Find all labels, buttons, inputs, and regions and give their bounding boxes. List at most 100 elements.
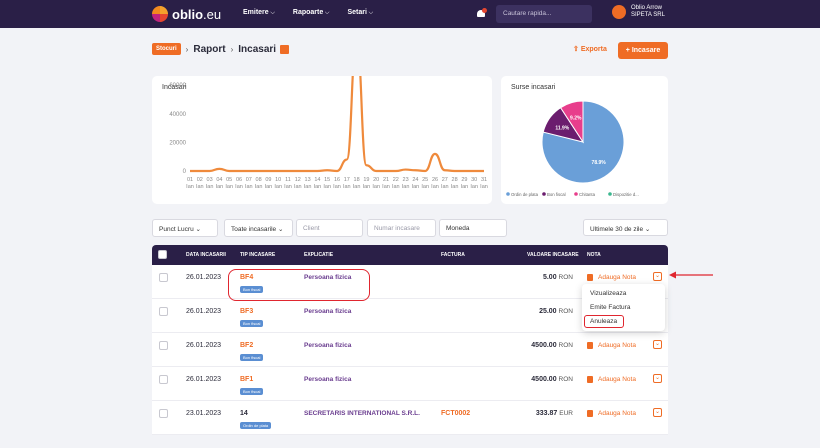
add-incasare-button[interactable]: + Incasare — [618, 42, 668, 59]
row-actions-toggle-icon[interactable]: ⌄ — [653, 340, 662, 349]
add-note-link[interactable]: Adauga Nota — [598, 410, 636, 417]
x-tick-label: Ian — [284, 184, 292, 190]
menu-vizualizeaza[interactable]: Vizualizeaza — [590, 290, 627, 297]
row-tip[interactable]: BF4 — [240, 274, 254, 281]
row-explicatie[interactable]: Persoana fizica — [304, 342, 352, 349]
breadcrumb-separator: › — [230, 44, 234, 54]
x-tick-label: Ian — [216, 184, 224, 190]
export-button[interactable]: ⇧ Exporta — [573, 46, 607, 53]
annotation-arrow-icon — [669, 271, 713, 279]
breadcrumb-stocuri[interactable]: Stocuri — [152, 43, 181, 55]
y-tick-label: 60000 — [169, 83, 186, 89]
add-note-link[interactable]: Adauga Nota — [598, 274, 636, 281]
x-tick-label: Ian — [186, 184, 194, 190]
user-name: Oblio Arrow — [631, 5, 663, 11]
table-row[interactable]: 23.01.2023 14 Ordin de plata SECRETARIS INT… — [152, 401, 668, 435]
col-explicatie[interactable]: EXPLICATIE — [304, 252, 334, 258]
menu-setari[interactable]: Setari — [347, 9, 373, 17]
chart-title: Surse incasari — [511, 84, 556, 91]
row-explicatie[interactable]: Persoana fizica — [304, 376, 352, 383]
row-tip[interactable]: BF1 — [240, 376, 254, 383]
logo-text: oblio — [172, 6, 204, 22]
search-input[interactable]: Cautare rapida... — [496, 5, 592, 23]
logo[interactable]: oblio.eu — [152, 6, 221, 22]
menu-anuleaza[interactable]: Anuleaza — [590, 318, 618, 325]
col-nota[interactable]: NOTA — [587, 252, 601, 258]
moneda-select[interactable]: Moneda — [439, 219, 507, 237]
client-input[interactable]: Client — [296, 219, 363, 237]
col-factura[interactable]: FACTURA — [441, 252, 465, 258]
pie-slice-label: 9.2% — [570, 116, 582, 122]
row-explicatie[interactable]: Persoana fizica — [304, 308, 352, 315]
x-tick-label: 31 — [481, 177, 487, 183]
notifications-bell-icon[interactable] — [476, 8, 487, 18]
x-tick-label: 15 — [324, 177, 330, 183]
main-menu: Emitere Rapoarte Setari — [243, 9, 391, 17]
row-date: 26.01.2023 — [186, 274, 222, 281]
x-tick-label: 21 — [383, 177, 389, 183]
col-tip[interactable]: TIP INCASARE — [240, 252, 276, 258]
row-checkbox[interactable] — [159, 273, 168, 282]
row-checkbox[interactable] — [159, 307, 168, 316]
x-tick-label: 25 — [422, 177, 428, 183]
add-note-link[interactable]: Adauga Nota — [598, 376, 636, 383]
row-actions-toggle-icon[interactable]: ⌄ — [653, 408, 662, 417]
note-file-icon — [587, 410, 593, 417]
menu-emitere[interactable]: Emitere — [243, 9, 275, 17]
x-tick-label: Ian — [382, 184, 390, 190]
period-select[interactable]: Ultimele 30 de zile ⌄ — [583, 219, 668, 236]
row-checkbox[interactable] — [159, 375, 168, 384]
x-tick-label: 17 — [344, 177, 350, 183]
x-tick-label: Ian — [363, 184, 371, 190]
row-explicatie[interactable]: Persoana fizica — [304, 274, 352, 281]
x-tick-label: 20 — [373, 177, 379, 183]
row-valoare: 333.87 EUR — [535, 410, 573, 417]
col-data[interactable]: DATA INCASARII — [186, 252, 226, 258]
x-tick-label: Ian — [421, 184, 429, 190]
select-all-checkbox[interactable] — [158, 250, 167, 259]
pie-slice[interactable] — [559, 100, 584, 144]
x-tick-label: 16 — [334, 177, 340, 183]
punct-lucru-select[interactable]: Punct Lucru ⌄ — [152, 219, 218, 237]
row-tip[interactable]: BF2 — [240, 342, 254, 349]
note-file-icon — [587, 376, 593, 383]
row-factura[interactable]: FCT0002 — [441, 410, 471, 417]
row-checkbox[interactable] — [159, 341, 168, 350]
add-note-link[interactable]: Adauga Nota — [598, 342, 636, 349]
numar-incasare-input[interactable]: Numar incasare — [367, 219, 436, 237]
legend-dot — [574, 192, 578, 196]
row-actions-toggle-icon[interactable]: ⌄ — [653, 272, 662, 281]
tip-incasare-select[interactable]: Toate incasarile ⌄ — [224, 219, 293, 237]
row-actions-toggle-icon[interactable]: ⌄ — [653, 374, 662, 383]
row-tip[interactable]: 14 — [240, 410, 248, 417]
row-checkbox[interactable] — [159, 409, 168, 418]
x-tick-label: Ian — [206, 184, 214, 190]
notification-dot — [482, 8, 487, 13]
status-badge: Bon fiscal — [240, 388, 264, 395]
row-tip[interactable]: BF3 — [240, 308, 254, 315]
chart-icon[interactable] — [280, 44, 290, 54]
menu-rapoarte[interactable]: Rapoarte — [293, 9, 330, 17]
x-tick-label: Ian — [225, 184, 233, 190]
note-file-icon — [587, 342, 593, 349]
row-date: 26.01.2023 — [186, 308, 222, 315]
table-row[interactable]: 26.01.2023 BF2 Bon fiscal Persoana fizica 45… — [152, 333, 668, 367]
annotation-highlight-anuleaza — [584, 315, 624, 328]
legend-label[interactable]: Dispozitie d... — [613, 192, 639, 197]
table-row[interactable]: 26.01.2023 BF1 Bon fiscal Persoana fizica 45… — [152, 367, 668, 401]
legend-label[interactable]: Bon fiscal — [547, 192, 566, 197]
col-valoare[interactable]: VALOARE INCASARE — [527, 252, 579, 258]
menu-emite-factura[interactable]: Emite Factura — [590, 304, 631, 311]
row-valoare: 25.00 RON — [539, 308, 573, 315]
row-explicatie[interactable]: SECRETARIS INTERNATIONAL S.R.L. — [304, 410, 420, 417]
x-tick-label: Ian — [235, 184, 243, 190]
breadcrumb-raport[interactable]: Raport — [193, 43, 226, 55]
status-badge: Bon fiscal — [240, 286, 264, 293]
legend-label[interactable]: Ordin de plata — [511, 192, 539, 197]
x-tick-label: 12 — [295, 177, 301, 183]
x-tick-label: 04 — [216, 177, 222, 183]
user-menu[interactable]: Oblio Arrow SIPETA SRL — [612, 5, 665, 19]
chart-title: Incasari — [162, 84, 187, 91]
legend-label[interactable]: Chitanta — [579, 192, 596, 197]
pie-slice[interactable] — [541, 100, 625, 184]
